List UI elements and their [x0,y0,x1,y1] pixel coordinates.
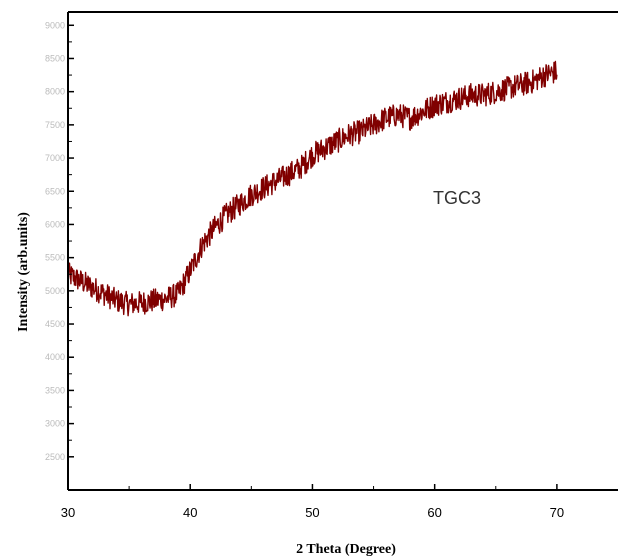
series-line [67,60,558,317]
y-tick-label: 2500 [45,452,65,462]
x-axis-ticks: 30 40 50 60 70 [61,484,564,520]
y-axis-title: Intensity (arb.units) [16,212,31,332]
y-tick-label: 7500 [45,120,65,130]
x-tick-label: 40 [183,505,197,520]
x-tick-label: 30 [61,505,75,520]
y-tick-label: 6000 [45,219,65,229]
y-axis-ticks: 2500 3000 3500 4000 4500 5000 5500 6000 6500 7000… [45,20,74,462]
y-tick-label: 4500 [45,319,65,329]
y-tick-label: 8000 [45,87,65,97]
x-tick-label: 60 [427,505,441,520]
x-axis-title: 2 Theta (Degree) [296,542,396,557]
y-tick-label: 4000 [45,352,65,362]
x-tick-label: 50 [305,505,319,520]
y-tick-label: 8500 [45,53,65,63]
series-annotation: TGC3 [433,188,481,208]
y-tick-label: 3000 [45,419,65,429]
x-tick-label: 70 [550,505,564,520]
y-tick-label: 5500 [45,253,65,263]
y-tick-label: 5000 [45,286,65,296]
y-tick-label: 9000 [45,20,65,30]
y-tick-label: 6500 [45,186,65,196]
y-tick-label: 3500 [45,385,65,395]
y-tick-label: 7000 [45,153,65,163]
